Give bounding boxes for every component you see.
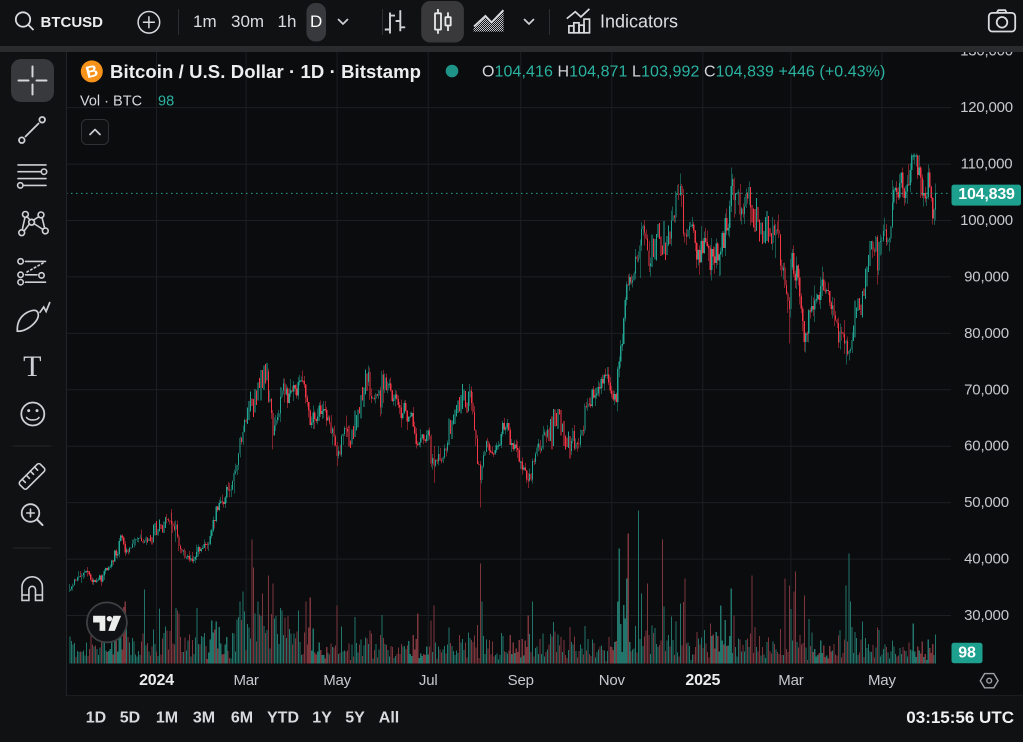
svg-text:60,000: 60,000 [964,438,1009,455]
svg-text:Nov: Nov [599,672,626,689]
svg-text:90,000: 90,000 [964,268,1009,285]
svg-text:B: B [84,62,100,82]
svg-text:T: T [23,350,41,383]
svg-text:May: May [868,672,896,689]
svg-text:110,000: 110,000 [961,156,1013,173]
svg-text:Mar: Mar [233,672,258,689]
svg-text:30,000: 30,000 [964,607,1009,624]
svg-text:40,000: 40,000 [964,551,1009,568]
svg-text:Sep: Sep [508,672,534,689]
svg-text:50,000: 50,000 [964,494,1009,511]
svg-text:100,000: 100,000 [960,212,1013,229]
svg-text:May: May [323,672,351,689]
svg-text:2025: 2025 [685,672,720,689]
svg-text:2024: 2024 [139,672,174,689]
svg-text:104,839: 104,839 [958,186,1015,203]
svg-text:80,000: 80,000 [964,325,1009,342]
svg-text:O104,416 H104,871 L103,992 C10: O104,416 H104,871 L103,992 C104,839 +446… [482,63,885,80]
svg-text:98: 98 [958,645,976,662]
svg-text:70,000: 70,000 [964,381,1009,398]
svg-text:120,000: 120,000 [960,99,1013,116]
svg-text:Bitcoin / U.S. Dollar · 1D · B: Bitcoin / U.S. Dollar · 1D · Bitstamp [110,61,421,82]
svg-text:Jul: Jul [419,672,438,689]
svg-text:Mar: Mar [778,672,803,689]
